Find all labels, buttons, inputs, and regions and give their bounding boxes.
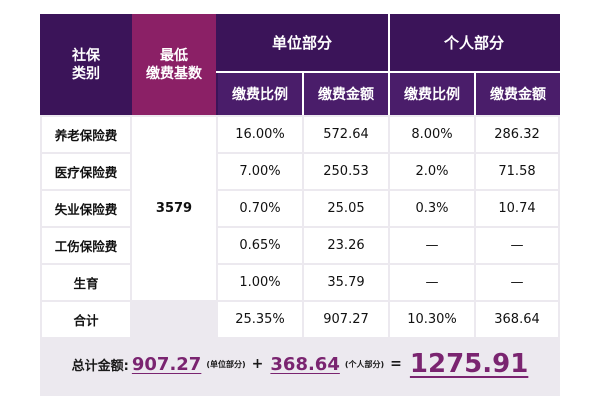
- cell-unit-rate: 0.65%: [218, 228, 302, 263]
- cell-unit-rate: 0.70%: [218, 191, 302, 226]
- header-unit-part: 单位部分: [271, 34, 332, 52]
- header-personal-part: 个人部分: [443, 34, 504, 52]
- summary-unit-note: (单位部分): [206, 359, 246, 369]
- summary-personal-total: 368.64: [270, 353, 340, 375]
- grand-total-summary: 总计金额: 907.27 (单位部分) + 368.64 (个人部分) = 12…: [40, 344, 560, 384]
- cell-personal-amount: 286.32: [476, 117, 558, 152]
- cell-personal-rate: —: [390, 228, 474, 263]
- cell-total-unit-amount: 907.27: [304, 302, 388, 337]
- header-category-line2: 类别: [72, 65, 100, 82]
- cell-total-personal-amount: 368.64: [476, 302, 558, 337]
- summary-unit-total: 907.27: [131, 353, 202, 375]
- row-label-work-injury: 工伤保险费: [42, 228, 130, 263]
- cell-unit-amount: 572.64: [304, 117, 388, 152]
- summary-label: 总计金额:: [71, 358, 129, 374]
- header-category: 社保 类别: [40, 14, 132, 115]
- row-label-pension: 养老保险费: [42, 117, 130, 152]
- header-divider-vertical: [388, 14, 390, 115]
- header-personal-rate: 缴费比例: [390, 73, 474, 115]
- cell-unit-amount: 35.79: [304, 265, 388, 300]
- cell-personal-rate: 0.3%: [390, 191, 474, 226]
- cell-personal-amount: 71.58: [476, 154, 558, 189]
- row-label-total: 合计: [42, 302, 130, 337]
- summary-plus: +: [251, 356, 264, 372]
- cell-personal-rate: 8.00%: [390, 117, 474, 152]
- cell-unit-amount: 250.53: [304, 154, 388, 189]
- summary-grand-total: 1275.91: [409, 349, 529, 379]
- cell-unit-rate: 7.00%: [218, 154, 302, 189]
- summary-equals: =: [390, 356, 402, 372]
- row-label-maternity: 生育: [42, 265, 130, 300]
- header-divider-vertical: [474, 71, 476, 115]
- cell-personal-amount: —: [476, 228, 558, 263]
- header-min-base-line1: 最低: [160, 47, 188, 64]
- cell-personal-amount: 10.74: [476, 191, 558, 226]
- cell-unit-rate: 1.00%: [218, 265, 302, 300]
- header-divider-vertical: [302, 71, 304, 115]
- cell-personal-amount: —: [476, 265, 558, 300]
- min-base-value: 3579: [132, 117, 216, 300]
- header-unit-rate: 缴费比例: [218, 73, 302, 115]
- row-label-medical: 医疗保险费: [42, 154, 130, 189]
- cell-personal-rate: 2.0%: [390, 154, 474, 189]
- cell-total-unit-rate: 25.35%: [218, 302, 302, 337]
- insurance-table-card: 社保 类别 最低 缴费基数 单位部分 个人部分 缴费比例 缴费金额 缴费比例 缴…: [40, 14, 560, 396]
- header-category-line1: 社保: [72, 47, 100, 64]
- cell-personal-rate: —: [390, 265, 474, 300]
- header-min-base: 最低 缴费基数: [132, 14, 216, 115]
- header-min-base-line2: 缴费基数: [146, 65, 202, 82]
- cell-unit-amount: 23.26: [304, 228, 388, 263]
- summary-personal-note: (个人部分): [344, 359, 385, 369]
- header-personal-amount: 缴费金额: [476, 73, 560, 115]
- cell-unit-rate: 16.00%: [218, 117, 302, 152]
- row-label-unemployment: 失业保险费: [42, 191, 130, 226]
- header-unit-amount: 缴费金额: [304, 73, 388, 115]
- cell-unit-amount: 25.05: [304, 191, 388, 226]
- cell-total-personal-rate: 10.30%: [390, 302, 474, 337]
